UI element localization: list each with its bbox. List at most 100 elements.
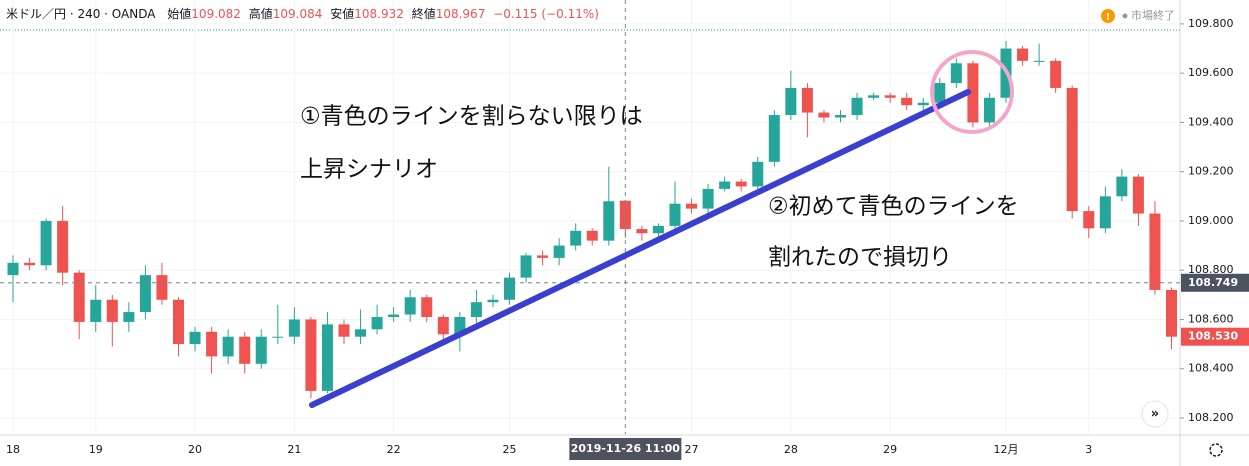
candle-body <box>686 203 698 209</box>
candle-body <box>173 299 184 345</box>
candle-body <box>7 262 19 276</box>
candle-body <box>901 97 913 106</box>
candle-body <box>735 181 747 187</box>
candle-body <box>1050 60 1062 88</box>
crosshair-y-tag <box>1181 273 1249 292</box>
ohlc-label: 安値 <box>330 6 354 21</box>
change: −0.115 (−0.11%) <box>493 7 599 21</box>
candle-body <box>40 220 52 266</box>
y-tick-label: 108.400 <box>1188 362 1234 375</box>
x-tick-label: 27 <box>685 443 699 456</box>
status-dot <box>1122 13 1128 19</box>
candle-body <box>1132 176 1144 214</box>
candle-body <box>321 324 333 391</box>
candle-body <box>1166 289 1177 337</box>
candle-body <box>1099 196 1111 229</box>
x-tick-label: 21 <box>287 443 301 456</box>
candle-body <box>1066 87 1078 212</box>
scroll-button-icon: » <box>1151 407 1159 422</box>
candle-body <box>801 87 813 113</box>
y-tick-label: 109.800 <box>1188 17 1234 30</box>
candle-body <box>487 299 499 303</box>
ohlc-value: 108.967 <box>436 7 486 21</box>
candle-body <box>272 336 284 338</box>
y-tick-label: 109.400 <box>1188 115 1234 128</box>
y-tick-label: 108.600 <box>1188 312 1234 325</box>
x-tick-label: 22 <box>387 443 401 456</box>
settings-button[interactable] <box>1209 443 1223 457</box>
highlight-circle <box>930 50 1014 134</box>
crosshair-y-label: 108.749 <box>1188 276 1238 289</box>
crosshair-x-label: 2019-11-26 11:00 <box>571 442 681 455</box>
candle-body <box>818 112 830 118</box>
candle-body <box>239 336 251 364</box>
y-tick-label: 108.200 <box>1188 411 1234 424</box>
y-tick-label: 109.200 <box>1188 165 1234 178</box>
x-tick-label: 29 <box>883 443 897 456</box>
scroll-button[interactable] <box>1141 400 1169 428</box>
x-tick-label: 3 <box>1085 443 1092 456</box>
candle-body <box>1083 211 1095 229</box>
candle-body <box>934 83 946 103</box>
candle-body <box>884 95 896 98</box>
candle-body <box>504 277 515 300</box>
candle-body <box>851 97 863 116</box>
x-tick-label: 18 <box>6 443 20 456</box>
candle-body <box>603 201 615 241</box>
ohlc-label: 始値 <box>167 6 191 21</box>
status-icon-mark: ! <box>1106 12 1111 23</box>
candle-body <box>288 319 300 337</box>
candle-body <box>1149 213 1161 290</box>
annotation: ①青色のラインを割らない限りは <box>300 104 643 130</box>
annotation-layer: ①青色のラインを割らない限りは 上昇シナリオ ②初めて青色のラインを 割れたので… <box>6 6 1223 457</box>
candle-body <box>255 336 267 364</box>
candle-body <box>57 220 69 273</box>
x-tick-label: 28 <box>784 443 798 456</box>
candle-body <box>437 317 449 335</box>
last-price-tag <box>1181 327 1249 346</box>
symbol-title: 米ドル／円 · 240 · OANDA <box>6 7 156 21</box>
candle-body <box>553 245 565 258</box>
candle-body <box>371 317 383 330</box>
candle-body <box>967 63 979 123</box>
ohlc-label: 終値 <box>412 6 436 21</box>
status: 市場終了 <box>1131 8 1175 22</box>
header: 米ドル／円 · 240 · OANDA 始値109.082 高値109.084 … <box>6 6 599 21</box>
status-icon[interactable] <box>1101 9 1115 23</box>
annotation: ②初めて青色のラインを <box>768 194 1019 220</box>
ohlc-value: 108.932 <box>354 7 404 21</box>
x-tick-label: 19 <box>89 443 103 456</box>
candle-body <box>1033 60 1045 62</box>
candle-body <box>470 302 482 318</box>
candle-body <box>785 87 797 116</box>
candle-body <box>24 262 36 266</box>
candle-body <box>355 329 367 337</box>
candle-body <box>619 200 631 230</box>
last-price-label: 108.530 <box>1188 330 1238 343</box>
ohlc-label: 高値 <box>249 6 273 21</box>
candle-body <box>983 97 995 123</box>
annotation: 上昇シナリオ <box>300 157 438 183</box>
candle-body <box>702 188 714 209</box>
ohlc-value: 109.082 <box>191 7 241 21</box>
x-tick-label: 12月 <box>994 443 1019 456</box>
trend-line <box>309 89 971 408</box>
candle-body <box>570 230 582 246</box>
y-tick-label: 108.800 <box>1188 263 1234 276</box>
candle-body <box>719 181 731 189</box>
candle-body <box>90 299 102 322</box>
y-tick-label: 109.000 <box>1188 214 1234 227</box>
candle-body <box>222 336 234 357</box>
candle-body <box>586 230 598 241</box>
candle-body <box>520 255 532 278</box>
candle-body <box>156 275 168 300</box>
candle-body <box>388 314 400 318</box>
x-tick-label: 20 <box>188 443 202 456</box>
y-tick-label: 109.600 <box>1188 66 1234 79</box>
candle-body <box>868 95 880 98</box>
candle-body <box>139 275 151 313</box>
candle-body <box>421 297 433 318</box>
candle-body <box>669 203 681 226</box>
